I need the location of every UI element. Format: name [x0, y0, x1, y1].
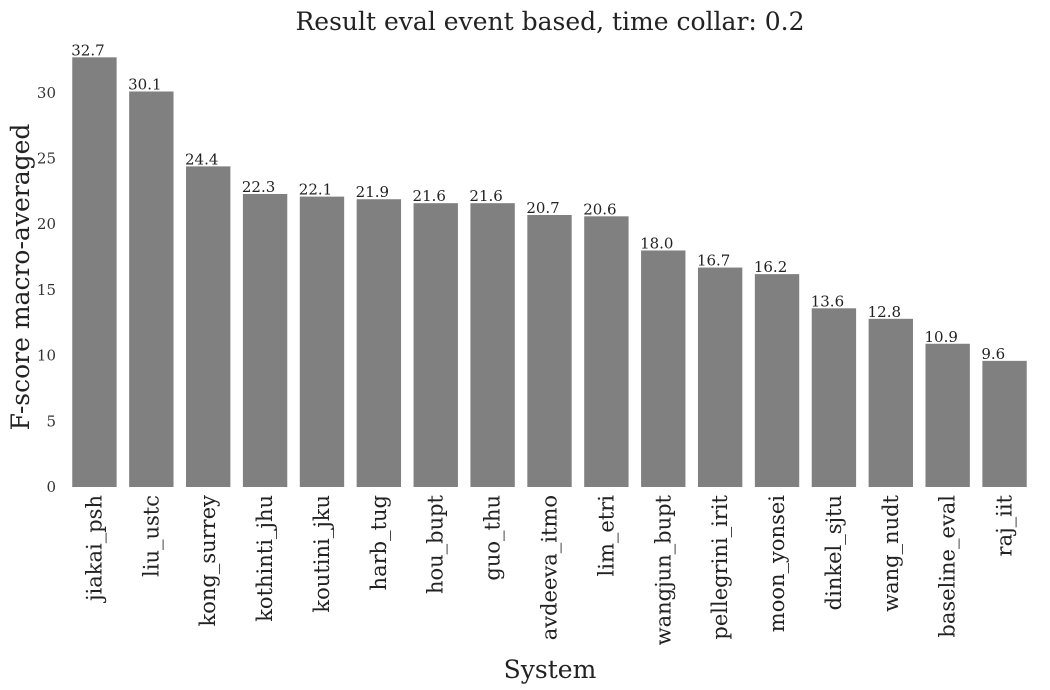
bar-lim_etri — [584, 216, 629, 487]
x-tick-label: raj_iit — [993, 494, 1017, 556]
value-label: 22.1 — [299, 181, 332, 199]
bar-koutini_jku — [299, 196, 345, 488]
x-tick-label: guo_thu — [481, 495, 505, 581]
x-tick-label: wangjun_bupt — [651, 494, 675, 645]
value-label: 13.6 — [811, 292, 844, 310]
bars — [72, 57, 1027, 488]
y-axis-ticks: 0 5 10 15 20 25 30 — [37, 84, 56, 496]
x-tick-label: avdeeva_itmo — [538, 495, 562, 640]
y-tick-label: 15 — [37, 281, 56, 299]
bar-wangjun_bupt — [641, 250, 686, 487]
y-tick-label: 0 — [46, 478, 56, 496]
y-tick-label: 30 — [37, 84, 56, 102]
bar-jiakai_psh — [72, 57, 117, 487]
value-label: 16.7 — [697, 252, 730, 270]
x-tick-label: wang_nudt — [879, 494, 903, 611]
bar-guo_thu — [470, 203, 515, 487]
value-label: 9.6 — [981, 345, 1005, 363]
x-tick-label: lim_etri — [594, 495, 618, 577]
x-tick-label: baseline_eval — [936, 495, 960, 638]
x-tick-label: moon_yonsei — [765, 495, 789, 632]
value-label: 22.3 — [242, 178, 275, 196]
value-label: 12.8 — [868, 303, 901, 321]
x-axis-label: System — [504, 655, 597, 684]
y-axis-label: F-score macro-averaged — [6, 124, 35, 431]
x-axis-ticks: jiakai_psh liu_ustc kong_surrey kothinti_jh… — [82, 494, 1016, 645]
bar-baseline_eval — [925, 343, 970, 487]
y-tick-label: 20 — [37, 215, 56, 233]
value-label: 16.2 — [754, 258, 787, 276]
bar-pellegrini_irit — [697, 267, 743, 487]
x-tick-label: kong_surrey — [196, 495, 220, 627]
x-tick-label: pellegrini_irit — [708, 494, 732, 639]
x-tick-label: jiakai_psh — [82, 495, 106, 604]
value-label: 30.1 — [128, 75, 161, 93]
bar-liu_ustc — [129, 91, 174, 488]
value-label: 24.4 — [185, 150, 218, 168]
value-label: 21.9 — [356, 183, 389, 201]
x-tick-label: kothinti_jhu — [253, 495, 277, 622]
value-label: 20.7 — [526, 199, 559, 217]
bar-avdeeva_itmo — [527, 215, 572, 487]
y-tick-label: 25 — [37, 150, 56, 168]
bar-moon_yonsei — [754, 274, 800, 487]
chart-title: Result eval event based, time collar: 0.… — [295, 7, 804, 36]
value-label: 10.9 — [924, 328, 957, 346]
value-label: 21.6 — [469, 187, 502, 205]
bar-dinkel_sjtu — [811, 308, 857, 487]
bar-kothinti_jhu — [242, 193, 288, 488]
bar-raj_iit — [982, 360, 1027, 487]
x-tick-label: hou_bupt — [424, 494, 448, 594]
value-label: 18.0 — [640, 234, 673, 252]
value-label: 21.6 — [413, 187, 446, 205]
value-labels: 32.7 30.1 24.4 22.3 22.1 21.9 21.6 21.6 20.7 20.6… — [71, 41, 1005, 363]
y-tick-label: 10 — [37, 347, 56, 365]
y-tick-label: 5 — [46, 412, 56, 430]
bar-hou_bupt — [413, 203, 458, 487]
x-tick-label: liu_ustc — [139, 495, 163, 577]
bar-harb_tug — [356, 199, 402, 488]
bar-kong_surrey — [186, 166, 231, 487]
x-tick-label: dinkel_sjtu — [822, 495, 846, 610]
x-tick-label: koutini_jku — [310, 495, 334, 613]
value-label: 32.7 — [71, 41, 104, 59]
x-tick-label: harb_tug — [367, 495, 391, 590]
value-label: 20.6 — [583, 200, 616, 218]
bar-wang_nudt — [868, 318, 913, 487]
